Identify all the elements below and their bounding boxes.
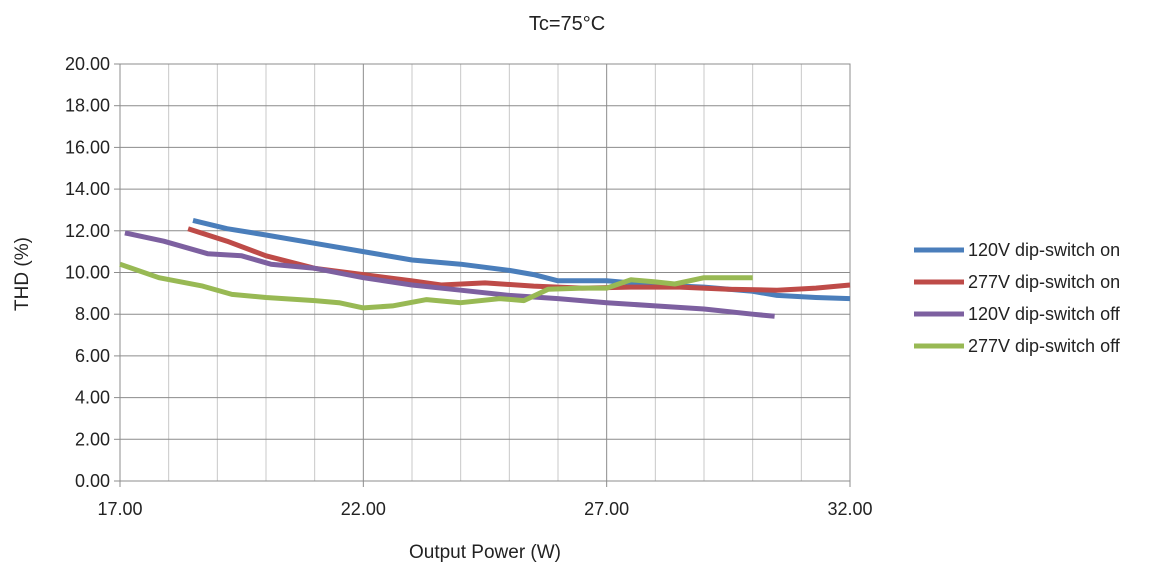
series-line-3 [124,230,775,319]
x-tick-label: 17.00 [97,499,142,519]
series-line-2 [187,226,851,293]
y-tick-label: 2.00 [75,429,110,449]
legend: 120V dip-switch on 277V dip-switch on 120V… [914,240,1121,356]
y-tick-label: 16.00 [65,137,110,157]
series-line-4 [119,261,753,311]
legend-label: 277V dip-switch off [968,336,1121,356]
legend-label: 120V dip-switch on [968,240,1120,260]
plot-grid [114,63,851,487]
x-tick-label: 27.00 [584,499,629,519]
y-axis-title: THD (%) [12,237,33,311]
y-tick-label: 8.00 [75,304,110,324]
plot-series [119,217,851,319]
y-tick-label: 20.00 [65,54,110,74]
y-axis-ticks: 0.00 2.00 4.00 6.00 8.00 10.00 12.00 14.00 16.00… [65,54,110,491]
legend-label: 277V dip-switch on [968,272,1120,292]
y-tick-label: 10.00 [65,263,110,283]
y-tick-label: 4.00 [75,388,110,408]
y-tick-label: 12.00 [65,221,110,241]
series-line-1 [192,217,851,302]
x-axis-title: Output Power (W) [409,542,561,563]
chart-title: Tc=75°C [529,13,605,35]
y-tick-label: 18.00 [65,96,110,116]
y-tick-label: 14.00 [65,179,110,199]
x-tick-label: 22.00 [341,499,386,519]
x-axis-ticks: 17.00 22.00 27.00 32.00 [97,499,872,519]
x-tick-label: 32.00 [827,499,872,519]
legend-label: 120V dip-switch off [968,304,1121,324]
y-tick-label: 0.00 [75,471,110,491]
y-tick-label: 6.00 [75,346,110,366]
